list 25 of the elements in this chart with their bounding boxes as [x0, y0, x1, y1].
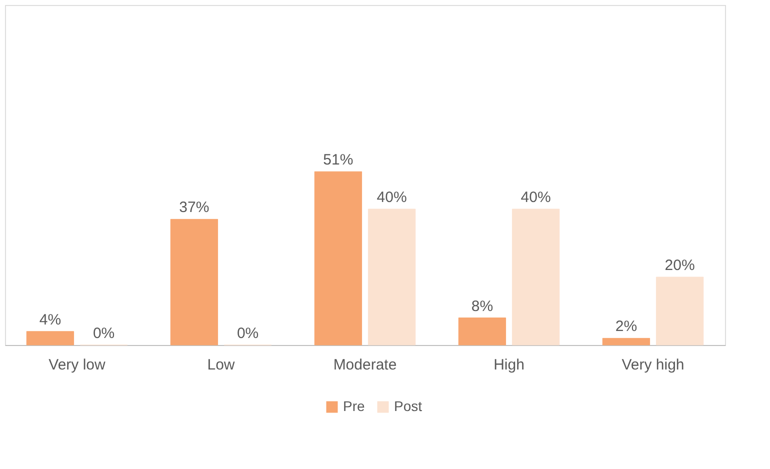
x-tick-label: Very low [48, 356, 106, 374]
legend-label: Post [394, 398, 422, 414]
data-label: 37% [179, 199, 210, 216]
bar [170, 218, 218, 346]
bar [512, 208, 560, 346]
data-label: 51% [323, 152, 354, 169]
x-tick-label: High [494, 356, 524, 374]
data-label: 8% [471, 298, 494, 315]
x-tick-label: Low [207, 356, 235, 374]
data-label: 4% [39, 311, 62, 328]
legend-label: Pre [343, 398, 365, 414]
x-tick-label: Moderate [333, 356, 397, 374]
data-label: 2% [615, 318, 638, 336]
bar [314, 171, 362, 346]
data-label: 0% [236, 325, 259, 342]
data-label: 40% [376, 189, 407, 206]
x-tick-label: Very high [622, 356, 684, 374]
bar [26, 331, 74, 346]
bar [368, 208, 416, 346]
data-label: 40% [520, 189, 551, 206]
data-label: 0% [92, 325, 115, 342]
bar [656, 276, 704, 346]
data-label: 20% [664, 257, 695, 274]
bar [458, 318, 506, 346]
bar [602, 338, 650, 346]
